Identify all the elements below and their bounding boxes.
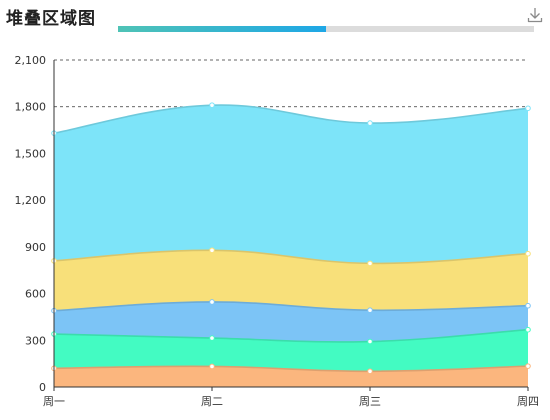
- data-point[interactable]: [209, 335, 215, 341]
- y-tick-label: 1,800: [15, 101, 47, 114]
- progress-bar-fill: [118, 26, 326, 32]
- download-icon[interactable]: [526, 6, 544, 24]
- x-tick-label: 周二: [201, 395, 223, 408]
- data-point[interactable]: [367, 338, 373, 345]
- line-series-4: [53, 104, 529, 134]
- line-series-3: [53, 249, 529, 265]
- x-tick-label: 周三: [359, 395, 381, 408]
- data-point[interactable]: [209, 247, 215, 254]
- area-series-2: [54, 301, 528, 342]
- data-point[interactable]: [525, 363, 531, 369]
- line-series-0: [53, 365, 529, 373]
- y-tick-label: 300: [25, 334, 46, 347]
- data-point[interactable]: [525, 326, 531, 333]
- x-tick-label: 周四: [517, 395, 539, 408]
- series-lines: [53, 104, 529, 373]
- areas: [54, 105, 528, 387]
- x-tick-label: 周一: [43, 395, 65, 408]
- data-point[interactable]: [367, 368, 373, 375]
- line-series-1: [53, 328, 529, 343]
- y-tick-label: 1,500: [15, 147, 47, 160]
- line-series-2: [53, 301, 529, 312]
- area-series-3: [54, 250, 528, 311]
- y-tick-label: 1,200: [15, 194, 47, 207]
- y-tick-label: 2,100: [15, 54, 47, 67]
- data-point[interactable]: [209, 363, 215, 370]
- data-point[interactable]: [367, 307, 373, 314]
- data-point[interactable]: [525, 250, 531, 257]
- data-point[interactable]: [525, 105, 531, 112]
- data-point[interactable]: [367, 260, 373, 267]
- x-axis-labels: 周一 周二 周三 周四: [43, 395, 539, 408]
- data-point[interactable]: [209, 299, 215, 305]
- data-point[interactable]: [209, 102, 215, 108]
- data-point[interactable]: [367, 120, 373, 126]
- y-axis-labels: 0 300 600 900 1,200 1,500 1,800 2,100: [15, 54, 47, 394]
- y-tick-label: 0: [39, 381, 46, 394]
- y-tick-label: 900: [25, 241, 46, 254]
- area-series-4: [54, 105, 528, 264]
- page-title: 堆叠区域图: [6, 9, 96, 29]
- axes: [53, 60, 529, 391]
- data-point[interactable]: [525, 302, 531, 309]
- y-tick-label: 600: [25, 288, 46, 301]
- progress-bar: [118, 26, 534, 32]
